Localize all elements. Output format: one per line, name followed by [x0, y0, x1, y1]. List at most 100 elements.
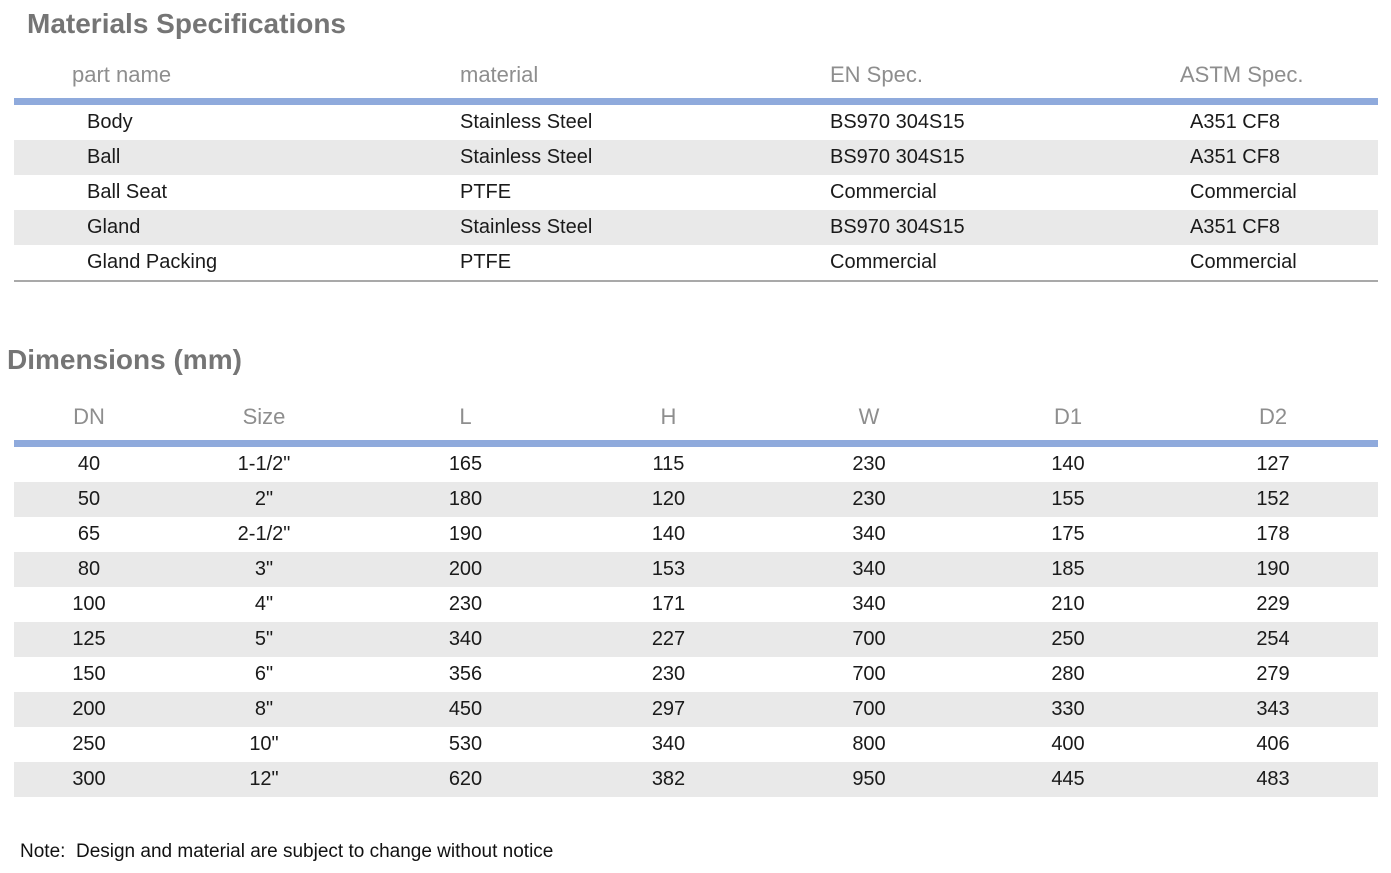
column-header-size: Size — [242, 404, 286, 429]
table-cell: A351 CF8 — [1190, 216, 1281, 238]
table-row: 300 12" 620 382 950 445 483 — [14, 762, 1378, 797]
table-cell: 279 — [1256, 663, 1290, 685]
table-cell: 800 — [852, 733, 886, 755]
table-cell: 700 — [852, 628, 886, 650]
table-cell: 250 — [72, 733, 106, 755]
column-header-en-spec: EN Spec. — [830, 62, 923, 87]
table-cell: 483 — [1256, 768, 1290, 790]
materials-section-title: Materials Specifications — [27, 8, 347, 39]
table-cell: 2-1/2" — [237, 523, 291, 545]
table-cell: 300 — [72, 768, 106, 790]
table-cell: Ball — [87, 146, 121, 168]
table-cell: BS970 304S15 — [830, 216, 965, 238]
table-row: Ball Seat PTFE Commercial Commercial — [14, 175, 1378, 210]
table-cell: 190 — [448, 523, 483, 545]
footnote: Note: Design and material are subject to… — [20, 841, 554, 862]
table-cell: A351 CF8 — [1190, 111, 1281, 133]
table-cell: 165 — [448, 453, 483, 475]
table-cell: 400 — [1051, 733, 1085, 755]
table-cell: 254 — [1256, 628, 1290, 650]
accent-divider-bar — [14, 440, 1378, 447]
table-row: Gland Packing PTFE Commercial Commercial — [14, 245, 1378, 280]
table-cell: 950 — [852, 768, 886, 790]
table-cell: 406 — [1256, 733, 1290, 755]
table-cell: 125 — [72, 628, 106, 650]
table-cell: Body — [87, 111, 133, 133]
table-row: Ball Stainless Steel BS970 304S15 A351 C… — [14, 140, 1378, 175]
table-cell: 127 — [1256, 453, 1290, 475]
table-cell: 230 — [651, 663, 686, 685]
table-cell: 382 — [651, 768, 686, 790]
table-row: 125 5" 340 227 700 250 254 — [14, 622, 1378, 657]
table-cell: 343 — [1256, 698, 1290, 720]
column-header-dn: DN — [73, 404, 105, 429]
table-row: 80 3" 200 153 340 185 190 — [14, 552, 1378, 587]
table-cell: Ball Seat — [87, 181, 168, 203]
table-row: 150 6" 356 230 700 280 279 — [14, 657, 1378, 692]
table-cell: 140 — [651, 523, 686, 545]
table-cell: 230 — [448, 593, 483, 615]
table-cell: 178 — [1256, 523, 1290, 545]
table-cell: Gland Packing — [87, 251, 218, 273]
table-cell: 1-1/2" — [237, 453, 291, 475]
table-cell: Stainless Steel — [460, 111, 593, 133]
table-cell: 700 — [852, 698, 886, 720]
table-cell: 297 — [651, 698, 686, 720]
table-row: 100 4" 230 171 340 210 229 — [14, 587, 1378, 622]
table-cell: 3" — [254, 558, 274, 580]
table-row: Gland Stainless Steel BS970 304S15 A351 … — [14, 210, 1378, 245]
table-cell: 6" — [254, 663, 274, 685]
table-cell: 445 — [1051, 768, 1085, 790]
table-cell: Commercial — [830, 181, 937, 203]
table-cell: Commercial — [1190, 181, 1297, 203]
table-cell: 80 — [77, 558, 101, 580]
table-cell: 50 — [77, 488, 101, 510]
accent-divider-bar — [14, 98, 1378, 105]
dimensions-table: DN Size L H W D1 D2 40 1-1/2" 165 115 23… — [14, 402, 1378, 797]
column-header-astm-spec: ASTM Spec. — [1180, 62, 1304, 87]
column-header-h: H — [660, 404, 677, 429]
dimensions-header-row: DN Size L H W D1 D2 — [14, 402, 1378, 440]
table-cell: 280 — [1051, 663, 1085, 685]
table-cell: 8" — [254, 698, 274, 720]
table-cell: 140 — [1051, 453, 1085, 475]
table-cell: 12" — [249, 768, 279, 790]
table-row: 40 1-1/2" 165 115 230 140 127 — [14, 447, 1378, 482]
table-cell: 190 — [1256, 558, 1290, 580]
table-cell: Gland — [87, 216, 141, 238]
table-cell: Stainless Steel — [460, 146, 593, 168]
table-cell: 340 — [651, 733, 686, 755]
table-cell: 115 — [652, 453, 685, 475]
table-cell: BS970 304S15 — [830, 146, 965, 168]
table-cell: 700 — [852, 663, 886, 685]
table-cell: 100 — [72, 593, 106, 615]
table-cell: 185 — [1051, 558, 1085, 580]
table-cell: 340 — [852, 523, 886, 545]
table-cell: 330 — [1051, 698, 1085, 720]
table-cell: PTFE — [460, 181, 512, 203]
column-header-l: L — [459, 404, 472, 429]
table-cell: 227 — [651, 628, 686, 650]
table-cell: 340 — [448, 628, 483, 650]
table-cell: 356 — [448, 663, 483, 685]
table-row: 65 2-1/2" 190 140 340 175 178 — [14, 517, 1378, 552]
table-cell: A351 CF8 — [1190, 146, 1281, 168]
column-header-d1: D1 — [1053, 404, 1083, 429]
column-header-d2: D2 — [1258, 404, 1288, 429]
column-header-w: W — [858, 404, 880, 429]
table-cell: Commercial — [830, 251, 937, 273]
table-cell: 152 — [1256, 488, 1290, 510]
table-cell: 153 — [651, 558, 686, 580]
table-row: 200 8" 450 297 700 330 343 — [14, 692, 1378, 727]
table-cell: 530 — [448, 733, 483, 755]
table-cell: 150 — [72, 663, 106, 685]
table-cell: 230 — [852, 488, 886, 510]
materials-table: part name material EN Spec. ASTM Spec. B… — [14, 60, 1378, 282]
table-cell: 4" — [254, 593, 274, 615]
table-cell: 620 — [448, 768, 483, 790]
table-cell: 450 — [448, 698, 483, 720]
table-row: 50 2" 180 120 230 155 152 — [14, 482, 1378, 517]
table-row: 250 10" 530 340 800 400 406 — [14, 727, 1378, 762]
table-cell: 2" — [254, 488, 274, 510]
table-cell: Commercial — [1190, 251, 1297, 273]
